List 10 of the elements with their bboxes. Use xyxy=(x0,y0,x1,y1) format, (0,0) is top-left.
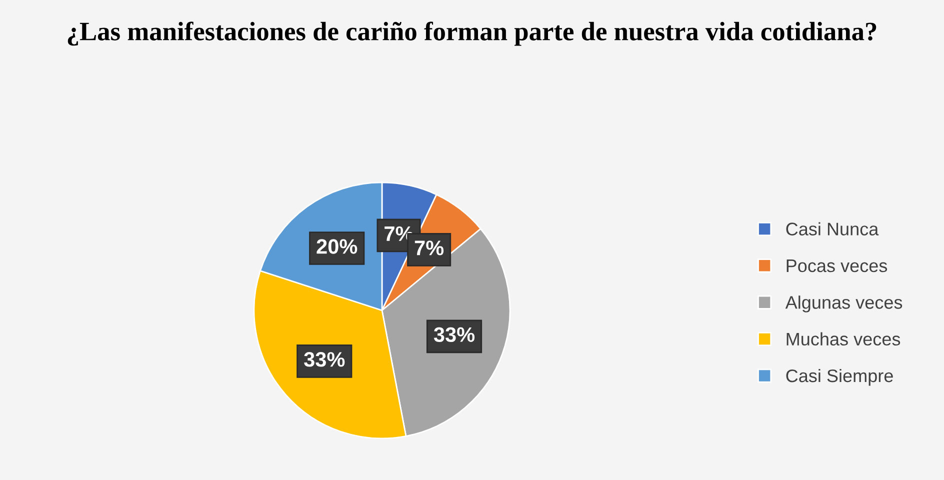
legend-label: Casi Nunca xyxy=(786,222,879,236)
data-label: 20% xyxy=(316,239,358,254)
legend-label: Algunas veces xyxy=(785,296,902,312)
legend-label: Casi Siempre xyxy=(786,368,893,386)
legend-label: Muchas veces xyxy=(786,332,900,346)
legend-label: Pocas veces xyxy=(786,260,888,272)
data-label: 7% xyxy=(414,240,444,256)
chart-title: ¿Las manifestaciones de cariño forman parte de nuestra vida cotidiana? xyxy=(68,22,876,46)
data-label: 33% xyxy=(434,327,475,342)
data-label: 33% xyxy=(304,352,345,367)
